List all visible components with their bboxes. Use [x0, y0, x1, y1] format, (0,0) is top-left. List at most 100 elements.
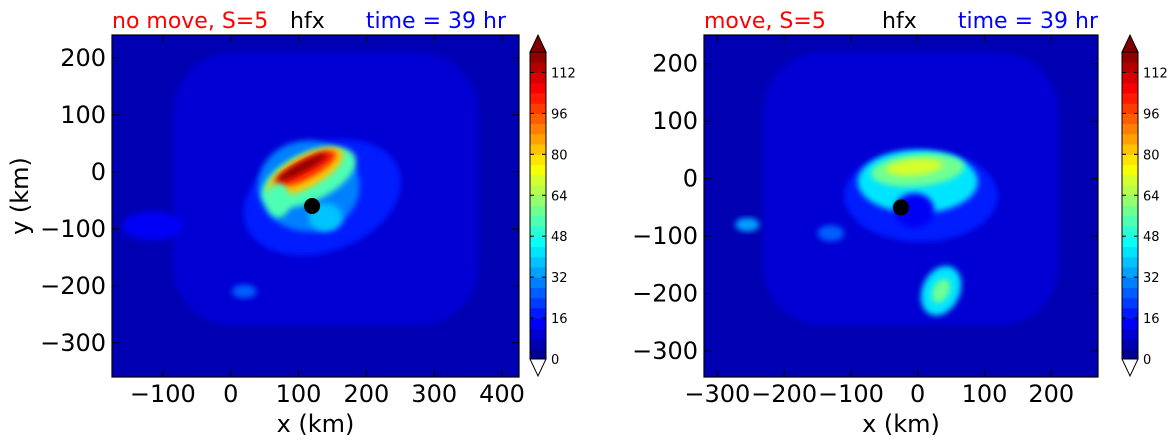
plot-frame [111, 34, 520, 378]
x-tick-label: 100 [962, 380, 1008, 408]
x-tick-label: 100 [276, 380, 322, 408]
colorbar-extend-max [529, 33, 547, 53]
y-tick-label: −100 [40, 215, 106, 243]
colorbar-segment [1122, 144, 1138, 155]
colorbar-segment [1122, 225, 1138, 237]
colorbar-segment [1122, 307, 1138, 319]
y-tick-label: 100 [60, 101, 106, 129]
colorbar-segment [1122, 215, 1138, 227]
colorbar-segment [1122, 348, 1138, 360]
contour-feature [122, 211, 184, 241]
colorbar-segment [1122, 277, 1138, 288]
y-tick-label: −200 [40, 272, 106, 300]
y-tick-label: 0 [91, 158, 106, 186]
colorbar-segment [530, 52, 546, 63]
colorbar-segment [530, 246, 546, 258]
contour-feature [886, 158, 943, 176]
colorbar-segment [1122, 185, 1138, 196]
x-tick-label: −100 [130, 380, 196, 408]
colorbar-segment [530, 113, 546, 125]
x-tick-label: 200 [1028, 380, 1074, 408]
colorbar-segment [530, 62, 546, 73]
panel-1: −100 0 100 200 300 400 200 100 0 −100 −200 −300 x (k… [6, 9, 576, 438]
contour-feature [265, 183, 291, 218]
colorbar-segment [1122, 328, 1138, 340]
colorbar-segment [1122, 72, 1138, 84]
colorbar-tick-label: 96 [551, 107, 568, 122]
colorbar-segment [530, 277, 546, 288]
plot-frame [703, 34, 1099, 378]
title-left: no move, S=5 [112, 9, 268, 34]
colorbar-segment [530, 328, 546, 340]
colorbar-segment [1122, 287, 1138, 299]
colorbar-segment [1122, 256, 1138, 268]
colorbar-segment [530, 123, 546, 135]
y-tick-label: 0 [683, 165, 698, 193]
y-tick-label: 200 [652, 50, 698, 78]
x-tick-label: 0 [910, 380, 925, 408]
colorbar-segment [530, 103, 546, 114]
colorbar-tick-label: 64 [1143, 189, 1160, 204]
colorbar-segment [530, 338, 546, 350]
colorbar-tick-label: 80 [1143, 148, 1160, 163]
colorbar-segment [1122, 62, 1138, 73]
colorbar-tick-label: 16 [1143, 312, 1160, 327]
colorbar-segment [530, 318, 546, 329]
colorbar-segment [530, 215, 546, 227]
colorbar-tick-label: 64 [551, 189, 568, 204]
colorbar-segment [530, 287, 546, 299]
colorbar-segment [1122, 82, 1138, 94]
colorbar-segment [1122, 52, 1138, 63]
colorbar-segment [1122, 92, 1138, 104]
contour-feature [932, 278, 951, 303]
contour-feature [276, 153, 328, 182]
title-left: move, S=5 [704, 9, 826, 34]
colorbar-tick-label: 96 [1143, 107, 1160, 122]
colorbar-extend-min [529, 358, 547, 378]
title-right: time = 39 hr [958, 9, 1099, 34]
colorbar-segment [1122, 133, 1138, 145]
heatmap-field [112, 35, 519, 377]
x-tick-label: 400 [479, 380, 525, 408]
y-axis-label: y (km) [6, 157, 34, 235]
x-axis-label: x (km) [862, 410, 940, 438]
y-tick-label: −100 [632, 222, 698, 250]
colorbar-segment [1122, 246, 1138, 258]
colorbar-tick-label: 32 [551, 271, 568, 286]
colorbar-tick-label: 32 [1143, 271, 1160, 286]
panel-2: −300 −200 −100 0 100 2002001000−100−200−300x … [632, 9, 1168, 438]
colorbar-segment [1122, 338, 1138, 350]
colorbar-segment [530, 307, 546, 319]
colorbar-segment [1122, 318, 1138, 329]
x-tick-label: 200 [343, 380, 389, 408]
colorbar-segment [530, 144, 546, 155]
colorbar-extend-max [1121, 33, 1139, 53]
colorbar-segment [530, 236, 546, 247]
colorbar-frame [1121, 51, 1139, 360]
contour-feature [735, 217, 760, 232]
colorbar-segment [530, 92, 546, 104]
x-axis-label: x (km) [277, 410, 355, 438]
y-tick-label: 200 [60, 44, 106, 72]
colorbar-segment [1122, 195, 1138, 206]
storm-center-marker [304, 198, 321, 214]
colorbar-tick-label: 48 [551, 230, 568, 245]
colorbar-tick-label: 80 [551, 148, 568, 163]
contour-feature [817, 225, 845, 242]
colorbar: 0 16 32 48 64 80 96 112 [1121, 33, 1168, 378]
colorbar-extend-min [1121, 358, 1139, 378]
colorbar-segment [530, 195, 546, 206]
colorbar-tick-label: 112 [551, 66, 576, 81]
y-tick-label: −300 [40, 329, 106, 357]
title-right: time = 39 hr [366, 9, 507, 34]
colorbar-segment [530, 185, 546, 196]
x-tick-label: −100 [818, 380, 884, 408]
colorbar-segment [1122, 154, 1138, 166]
colorbar-segment [530, 205, 546, 217]
colorbar-segment [530, 297, 546, 309]
x-tick-label: −200 [751, 380, 817, 408]
y-tick-label: 100 [652, 107, 698, 135]
colorbar-tick-label: 16 [551, 312, 568, 327]
colorbar-segment [1122, 164, 1138, 176]
colorbar-segment [1122, 174, 1138, 186]
